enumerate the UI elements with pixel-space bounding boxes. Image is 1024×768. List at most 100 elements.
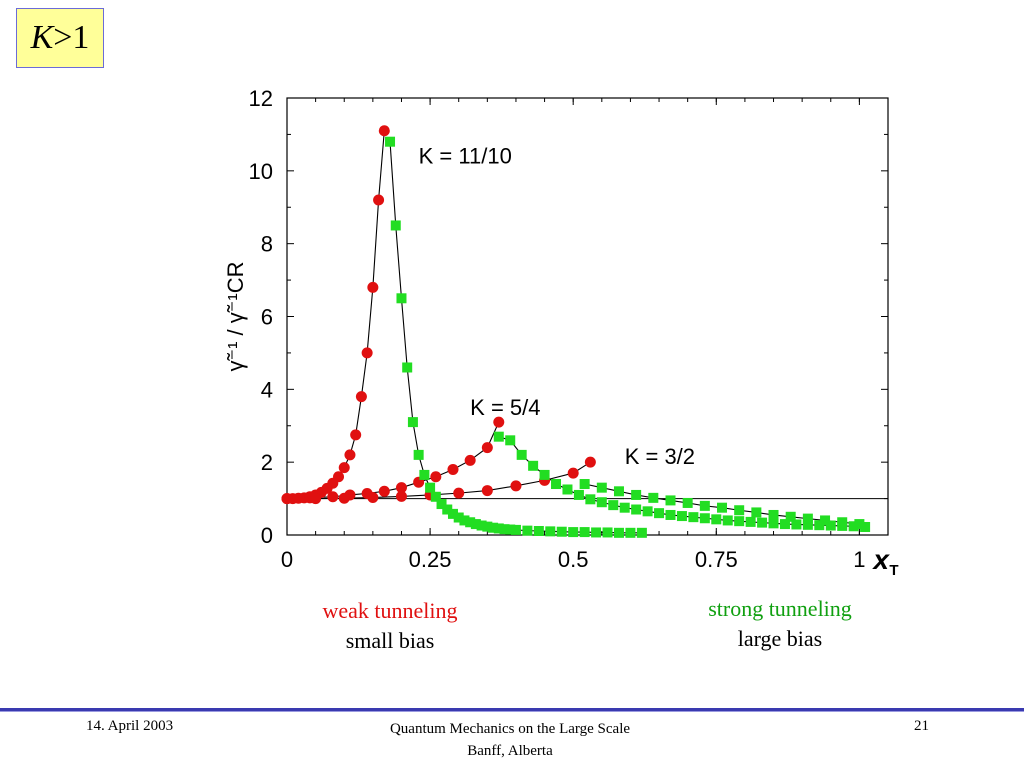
y-tick-label: 8 [261,232,273,257]
data-point-circle [361,347,373,359]
data-point-circle [510,480,522,492]
data-point-square [579,479,590,490]
data-point-circle [367,491,379,503]
footer-divider [0,708,1024,712]
data-point-square [768,518,779,529]
strong-tunneling-label: strong tunneling [708,596,852,621]
data-point-circle [464,454,476,466]
data-point-square [568,527,579,538]
data-point-square [699,513,710,524]
data-point-square [596,497,607,508]
data-point-square [510,524,521,535]
data-point-square [407,417,418,428]
data-point-circle [350,429,362,441]
large-bias-label: large bias [737,626,823,651]
data-point-square [676,511,687,522]
data-point-circle [327,491,339,503]
strong-tunneling-caption: strong tunneling large bias [670,594,890,654]
data-point-square [402,362,413,373]
data-point-square [596,482,607,493]
small-bias-label: small bias [345,628,435,653]
data-point-square [613,486,624,497]
data-point-square [613,527,624,538]
data-point-square [476,520,487,531]
data-point-circle [567,467,579,479]
x-tick-label: 0 [281,547,293,572]
data-point-square [482,521,493,532]
data-point-circle [373,194,385,206]
data-point-square [493,431,504,442]
data-point-square [419,469,430,480]
title-condition: >1 [53,19,90,56]
x-axis-label: x [871,544,890,575]
y-tick-label: 10 [249,159,273,184]
data-point-square [385,136,396,147]
plot-frame [286,97,889,536]
data-point-square [682,497,693,508]
weak-tunneling-label: weak tunneling [322,598,458,623]
data-point-square [751,507,762,518]
data-point-square [505,435,516,446]
x-tick-label: 0.5 [558,547,589,572]
data-point-square [465,517,476,528]
data-point-square [699,500,710,511]
data-point-square [505,524,516,535]
data-point-square [688,512,699,523]
data-point-circle [333,471,345,483]
data-point-square [654,508,665,519]
data-point-square [648,492,659,503]
data-point-square [785,511,796,522]
data-point-square [717,502,728,513]
data-point-square [556,526,567,537]
data-point-square [711,514,722,525]
data-point-square [642,506,653,517]
data-point-square [430,491,441,502]
data-point-circle [493,416,505,428]
data-point-square [734,505,745,516]
data-point-square [436,499,447,510]
data-point-square [516,449,527,460]
chart-marks [281,125,871,538]
data-point-square [860,521,871,532]
data-point-square [854,519,865,530]
data-point-square [608,500,619,511]
footer-date: 14. April 2003 [86,718,174,734]
data-point-circle [355,391,367,403]
chart-labels: x Tγ̃⁻¹ / γ̃⁻¹CR K = 11/10 K = 5/4 K = 3/2 [223,144,899,579]
data-point-circle [453,487,465,499]
y-tick-label: 2 [261,450,273,475]
annotation-label: K = 5/4 [470,395,540,420]
data-point-square [459,515,470,526]
data-point-square [522,525,533,536]
tunneling-chart: 0 2 4 6 8 10 12 0 0.25 0.5 0.75 1 x Tγ̃⁻¹ / γ̃⁻¹CR K … [223,86,899,579]
data-point-square [579,527,590,538]
data-point-circle [584,456,596,468]
data-point-square [442,504,453,515]
data-point-square [533,525,544,536]
data-point-square [591,527,602,538]
data-point-square [470,519,481,530]
data-point-square [802,519,813,530]
data-point-square [848,521,859,532]
x-tick-label: 0.25 [409,547,452,572]
data-point-square [665,495,676,506]
data-point-square [814,520,825,531]
data-point-square [745,516,756,527]
data-point-square [625,527,636,538]
slide-title: K >1 [16,8,104,68]
data-point-circle [481,485,493,497]
data-point-square [396,293,407,304]
data-point-square [802,513,813,524]
footer-line-2: Banff, Alberta [467,743,553,759]
data-point-circle [395,482,407,494]
annotation-label: K = 3/2 [625,444,695,469]
y-tick-label: 4 [261,377,273,402]
title-variable: K [30,19,54,56]
data-point-square [585,494,596,505]
data-point-square [757,517,768,528]
data-point-circle [430,471,442,483]
data-point-square [665,509,676,520]
data-point-square [791,519,802,530]
x-tick-label: 1 [853,547,865,572]
data-point-circle [395,490,407,502]
